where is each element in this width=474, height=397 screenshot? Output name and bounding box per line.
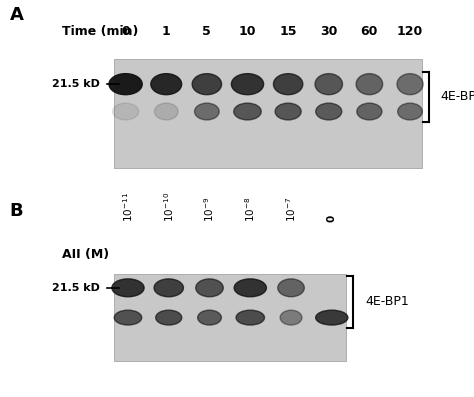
- Bar: [114, 274, 346, 361]
- Text: $10^{-8}$: $10^{-8}$: [243, 197, 257, 222]
- Ellipse shape: [275, 103, 301, 120]
- Text: 0: 0: [121, 25, 130, 38]
- Ellipse shape: [198, 310, 221, 325]
- Ellipse shape: [234, 103, 261, 120]
- Text: 1: 1: [162, 25, 171, 38]
- Ellipse shape: [280, 310, 302, 325]
- Text: 60: 60: [361, 25, 378, 38]
- Ellipse shape: [236, 310, 264, 325]
- Ellipse shape: [114, 310, 142, 325]
- Ellipse shape: [397, 73, 423, 95]
- Text: 30: 30: [320, 25, 337, 38]
- Ellipse shape: [109, 73, 142, 95]
- Ellipse shape: [278, 279, 304, 297]
- Text: 4E-BP1: 4E-BP1: [441, 90, 474, 103]
- Text: 4E-BP1: 4E-BP1: [365, 295, 409, 308]
- Ellipse shape: [273, 73, 303, 95]
- Ellipse shape: [357, 103, 382, 120]
- Text: 21.5 kD: 21.5 kD: [52, 79, 100, 89]
- Ellipse shape: [151, 73, 182, 95]
- Text: $10^{-7}$: $10^{-7}$: [284, 197, 298, 222]
- Text: $10^{-10}$: $10^{-10}$: [162, 192, 176, 222]
- Text: $10^{-11}$: $10^{-11}$: [121, 192, 135, 222]
- Ellipse shape: [316, 103, 342, 120]
- Text: 120: 120: [397, 25, 423, 38]
- Ellipse shape: [112, 279, 144, 297]
- Text: 5: 5: [202, 25, 211, 38]
- Text: 21.5 kD: 21.5 kD: [52, 283, 100, 293]
- Ellipse shape: [112, 103, 138, 120]
- Ellipse shape: [155, 103, 178, 120]
- Ellipse shape: [234, 279, 266, 297]
- Ellipse shape: [196, 279, 223, 297]
- Ellipse shape: [356, 73, 383, 95]
- Ellipse shape: [155, 310, 182, 325]
- Text: Time (min): Time (min): [62, 25, 138, 38]
- Bar: [114, 59, 422, 168]
- Ellipse shape: [398, 103, 422, 120]
- Ellipse shape: [154, 279, 183, 297]
- Ellipse shape: [231, 73, 264, 95]
- Text: B: B: [9, 202, 23, 220]
- Ellipse shape: [192, 73, 221, 95]
- Text: $10^{-9}$: $10^{-9}$: [202, 197, 217, 222]
- Text: A: A: [9, 6, 23, 24]
- Text: AII (M): AII (M): [62, 248, 109, 260]
- Ellipse shape: [194, 103, 219, 120]
- Ellipse shape: [316, 310, 348, 325]
- Text: 0: 0: [327, 215, 337, 222]
- Text: 10: 10: [239, 25, 256, 38]
- Ellipse shape: [315, 73, 343, 95]
- Text: 15: 15: [279, 25, 297, 38]
